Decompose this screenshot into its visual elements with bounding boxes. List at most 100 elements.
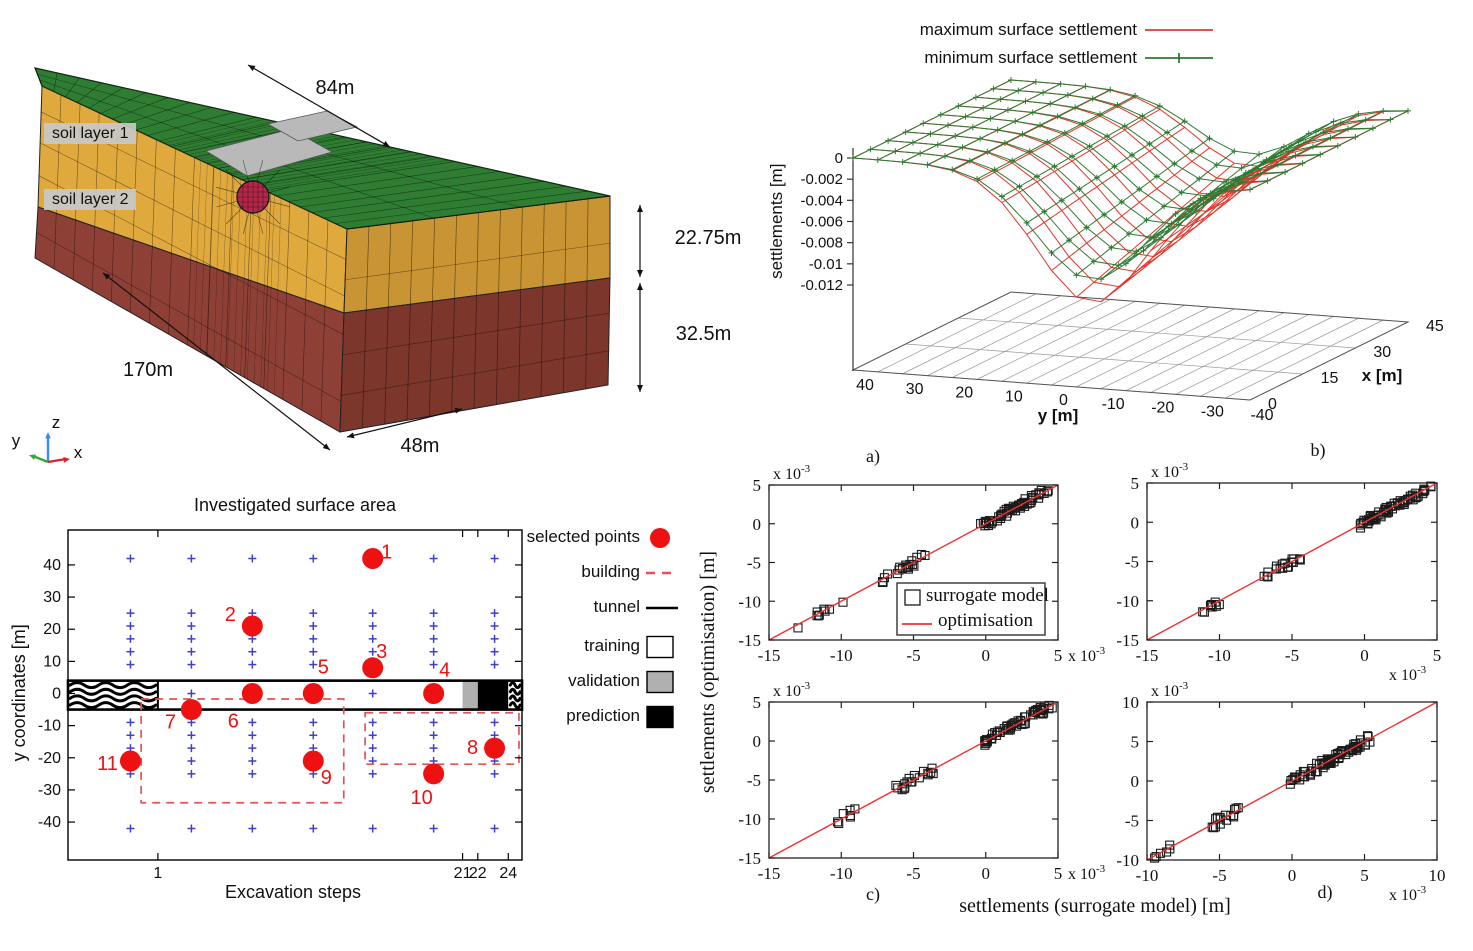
selected-point (119, 750, 141, 772)
x-tick-label: 0 (1288, 866, 1297, 885)
settlement-3d-panel: 0 -0.002 -0.004 -0.006 -0.008 -0.01 -0.012 40 30… (800, 29, 1444, 424)
tunnel-section-validation (462, 680, 478, 710)
selected-point (423, 683, 445, 704)
selected-point-number: 10 (411, 787, 433, 809)
soil-layer2-label: soil layer 2 (44, 189, 137, 211)
x-tick-label: 0 (1360, 646, 1369, 665)
subplot-d: -10 -5 0 5 10 10 5 0 -5 -10 x 10-3 x 10-3 (1116, 680, 1445, 904)
dim-48m: 48m (400, 435, 440, 457)
legend-symbol-validation (646, 670, 674, 694)
dimension-arrow (346, 407, 463, 439)
selected-point-number: 8 (467, 737, 478, 759)
subplot-a-label: a) (866, 446, 880, 466)
optimisation-line (1146, 482, 1438, 641)
selected-point-number: 7 (165, 712, 176, 734)
dim-22-75m: 22.75m (674, 227, 742, 249)
y-tick-label: -30 (1201, 403, 1224, 420)
y-tick-label: -5 (747, 771, 761, 790)
scatter-legend-surrogate: surrogate model (926, 585, 1049, 606)
y-tick-label: 0 (1131, 772, 1140, 791)
y-tick-label: 5 (1131, 733, 1140, 752)
z-tick-label: -0.002 (800, 171, 843, 188)
optimisation-line (1146, 701, 1438, 861)
y-tick-label: -20 (38, 750, 61, 767)
x-tick-label: -5 (906, 646, 920, 665)
x-tick-label: 5 (1360, 866, 1369, 885)
x-tick-label: 10 (1429, 866, 1446, 885)
mesh-grid (34, 67, 611, 429)
dimension-arrow (247, 64, 391, 148)
y-tick-label: 20 (955, 385, 973, 402)
scatter-xlabel: settlements (surrogate model) [m] (959, 895, 1231, 917)
y-tick-label: -40 (38, 814, 61, 831)
selected-point-number: 1 (381, 542, 392, 564)
dim-32-5m: 32.5m (675, 323, 732, 345)
x-tick-label: 45 (1426, 318, 1444, 335)
y-tick-label: -10 (1116, 851, 1139, 870)
area-legend-training: training (584, 636, 640, 655)
subplot-d-label: d) (1317, 882, 1333, 902)
y-tick-label: 0 (1059, 392, 1068, 409)
area-legend-tunnel: tunnel (593, 597, 640, 616)
x-tick-label: 0 (1268, 396, 1277, 413)
legend-symbol-selected-points (650, 528, 670, 548)
y-tick-label: 5 (753, 476, 762, 495)
y-tick-label: 0 (753, 732, 762, 751)
y-tick-label: -10 (1102, 396, 1125, 413)
x-tick-label: -10 (830, 864, 853, 883)
scale-exponent-label: x 10-3 (1389, 664, 1427, 684)
y-tick-label: 40 (856, 377, 874, 394)
y-tick-label: 30 (43, 589, 61, 606)
dim-170m: 170m (122, 359, 174, 381)
x-tick-label: 22 (469, 865, 487, 882)
max-settlement-wireframe (852, 79, 1409, 303)
area-xlabel: Excavation steps (224, 882, 362, 902)
x-tick-label: -5 (1212, 866, 1226, 885)
y-tick-label: 10 (1122, 693, 1139, 712)
selected-point (423, 763, 445, 785)
y-axis-label-3d: y [m] (1037, 406, 1079, 425)
floor-grid (851, 291, 1410, 401)
z-tick-label: -0.004 (800, 192, 843, 209)
y-tick-label: 0 (1131, 513, 1140, 532)
axes-box (67, 529, 523, 861)
y-tick-label: -5 (1125, 812, 1139, 831)
selected-point-number: 6 (228, 711, 239, 733)
z-tick-label: 0 (835, 150, 843, 167)
settlements-axis-label: settlements [m] (766, 163, 786, 279)
scale-exponent-label: x 10-3 (773, 463, 811, 483)
subplot-c-label: c) (866, 884, 880, 904)
scatter-ylabel: settlements (optimisation) [m] (697, 550, 719, 794)
y-tick-label: 10 (43, 653, 61, 670)
scale-exponent-label: x 10-3 (773, 680, 811, 700)
x-tick-label: 0 (982, 864, 991, 883)
selected-point (180, 699, 202, 721)
selected-point (302, 750, 324, 772)
z-tick-label: -0.008 (800, 235, 843, 252)
legend-min-settlement: minimum surface settlement (924, 48, 1137, 67)
y-tick-label: 0 (753, 515, 762, 534)
selected-point (302, 683, 324, 704)
legend-max-settlement: maximum surface settlement (919, 20, 1137, 39)
y-tick-label: -15 (1116, 631, 1139, 650)
x-tick-label: 5 (1054, 864, 1063, 883)
y-tick-label: -40 (1250, 407, 1273, 424)
y-tick-label: 0 (52, 686, 61, 703)
y-tick-label: -20 (1151, 400, 1174, 417)
y-tick-label: -10 (738, 810, 761, 829)
selected-point (362, 657, 384, 679)
subplot-a: -15 -10 -5 0 5 5 0 -5 -10 -15 x 10-3 x 10-3 (738, 463, 1105, 665)
selected-point (241, 683, 263, 704)
y-tick-label: 40 (43, 557, 61, 574)
x-axis-label-3d: x [m] (1361, 366, 1403, 385)
x-tick-label: -5 (1285, 646, 1299, 665)
x-tick-label: 30 (1373, 344, 1391, 361)
surrogate-points (1198, 481, 1436, 617)
x-tick-label: 24 (499, 865, 517, 882)
area-title: Investigated surface area (193, 495, 397, 515)
scatter-legend-box (896, 582, 1046, 636)
triad-y-label: y (11, 431, 21, 450)
selected-point-number: 5 (318, 657, 329, 679)
x-tick-label: -10 (830, 646, 853, 665)
